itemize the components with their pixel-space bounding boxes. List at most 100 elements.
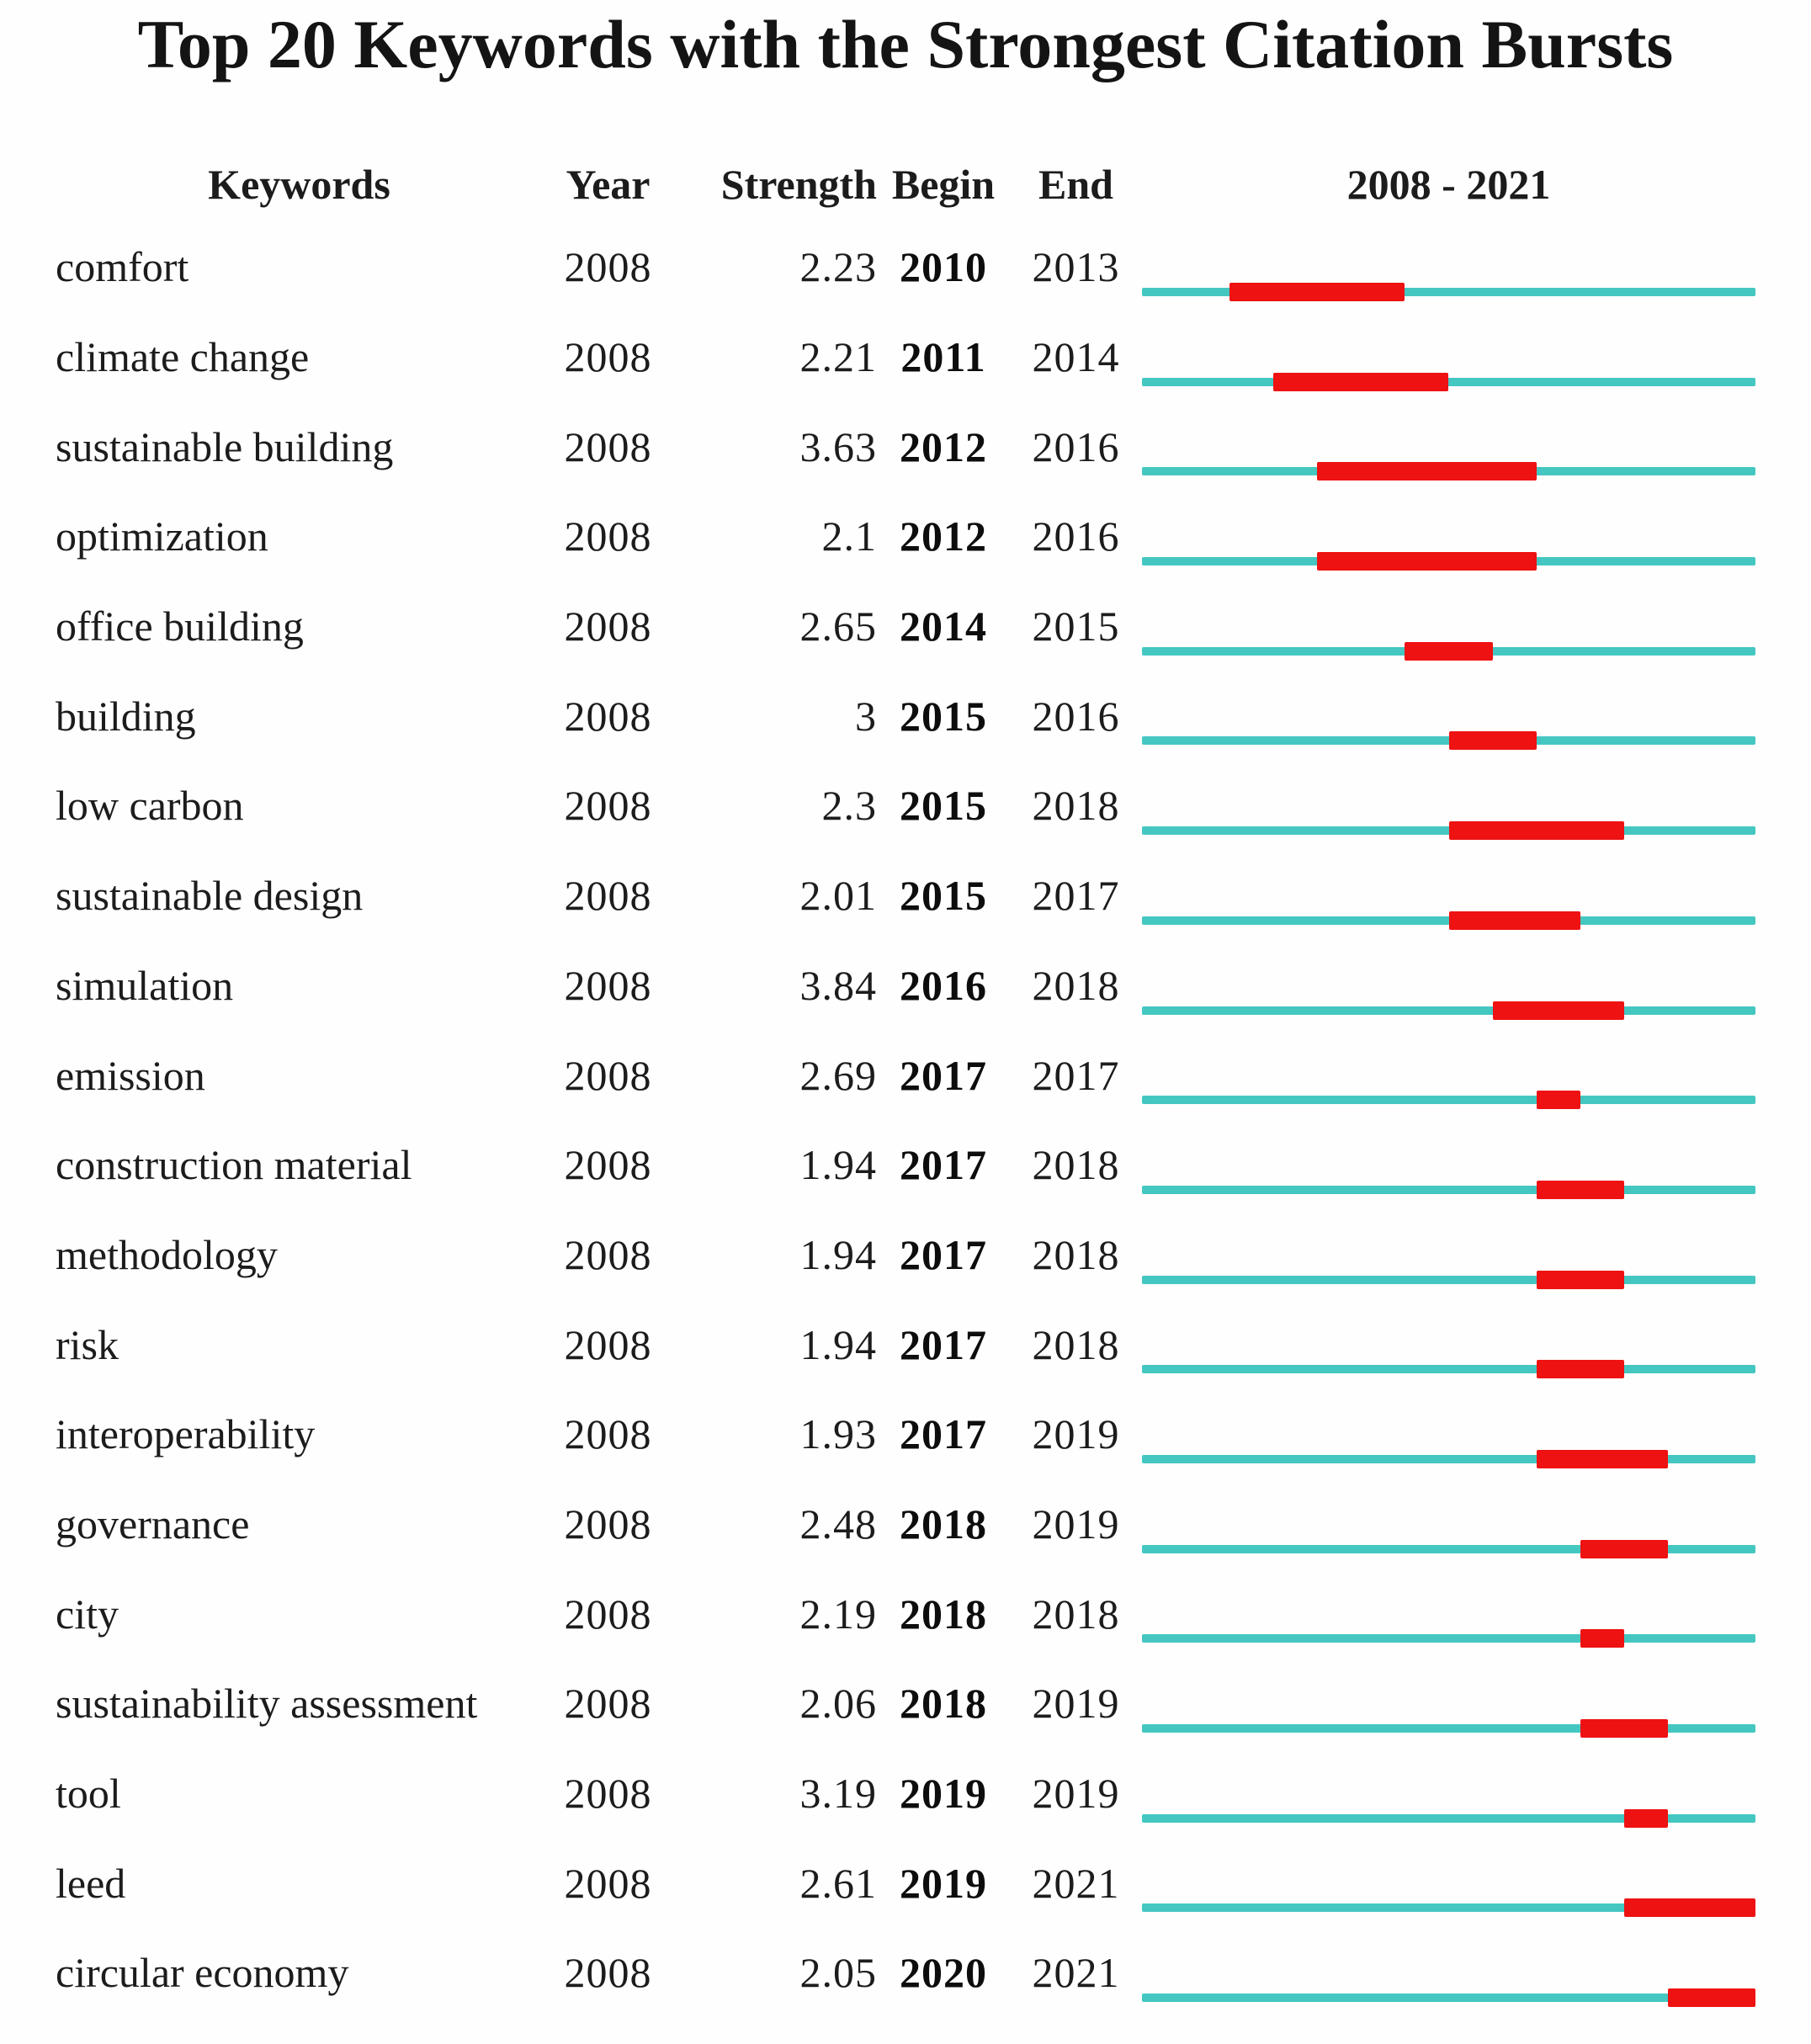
table-row: methodology 2008 1.94 2017 2018: [0, 1210, 1811, 1300]
keyword-label: building: [56, 692, 196, 740]
begin-value: 2010: [900, 243, 987, 291]
burst-timeline: [1142, 761, 1755, 851]
end-value: 2016: [1032, 512, 1120, 560]
burst-timeline: [1142, 1299, 1755, 1389]
burst-timeline: [1142, 1569, 1755, 1659]
timeline-track: [1142, 1275, 1755, 1284]
end-value: 2017: [1032, 1051, 1120, 1099]
column-header-strength: Strength: [720, 161, 877, 208]
table-row: city 2008 2.19 2018 2018: [0, 1569, 1811, 1659]
begin-value: 2020: [900, 1949, 987, 1997]
year-value: 2008: [564, 1410, 652, 1458]
end-value: 2019: [1032, 1680, 1120, 1728]
column-header-timeline-range: 2008 - 2021: [1346, 161, 1551, 208]
timeline-track: [1142, 1903, 1755, 1913]
burst-bar: [1536, 1270, 1624, 1289]
strength-value: 2.65: [799, 603, 877, 650]
end-value: 2021: [1032, 1859, 1120, 1907]
burst-timeline: [1142, 1030, 1755, 1120]
keyword-label: low carbon: [56, 782, 244, 830]
keyword-label: construction material: [56, 1141, 412, 1189]
year-value: 2008: [564, 1590, 652, 1638]
begin-value: 2011: [900, 333, 986, 381]
year-value: 2008: [564, 422, 652, 470]
strength-value: 2.19: [799, 1590, 877, 1638]
strength-value: 2.69: [799, 1051, 877, 1099]
begin-value: 2019: [900, 1770, 987, 1818]
table-row: climate change 2008 2.21 2011 2014: [0, 312, 1811, 402]
year-value: 2008: [564, 243, 652, 291]
strength-value: 2.61: [799, 1859, 877, 1907]
burst-bar: [1317, 552, 1537, 571]
strength-value: 2.1: [821, 512, 877, 560]
keyword-label: office building: [56, 603, 304, 650]
burst-bar: [1448, 731, 1537, 751]
year-value: 2008: [564, 1770, 652, 1818]
strength-value: 1.94: [799, 1141, 877, 1189]
burst-timeline: [1142, 1928, 1755, 2018]
burst-timeline: [1142, 1389, 1755, 1479]
burst-bar: [1536, 1360, 1624, 1379]
strength-value: 1.94: [799, 1320, 877, 1368]
end-value: 2019: [1032, 1500, 1120, 1548]
table-row: simulation 2008 3.84 2016 2018: [0, 941, 1811, 1031]
keyword-label: methodology: [56, 1230, 278, 1278]
burst-timeline: [1142, 312, 1755, 402]
burst-bar: [1317, 462, 1537, 481]
begin-value: 2017: [900, 1320, 987, 1368]
year-value: 2008: [564, 1500, 652, 1548]
begin-value: 2017: [900, 1141, 987, 1189]
burst-bar: [1273, 372, 1449, 391]
timeline-track: [1142, 1454, 1755, 1463]
burst-bar: [1580, 1629, 1624, 1648]
burst-timeline: [1142, 1479, 1755, 1569]
begin-value: 2019: [900, 1859, 987, 1907]
table-body: comfort 2008 2.23 2010 2013 climate change 200…: [0, 222, 1811, 2018]
timeline-track: [1142, 1813, 1755, 1823]
table-row: low carbon 2008 2.3 2015 2018: [0, 761, 1811, 851]
begin-value: 2014: [900, 603, 987, 650]
column-header-begin: Begin: [891, 161, 996, 208]
strength-value: 2.06: [799, 1680, 877, 1728]
keyword-label: circular economy: [56, 1949, 349, 1997]
strength-value: 2.3: [821, 782, 877, 830]
table-row: leed 2008 2.61 2019 2021: [0, 1838, 1811, 1928]
year-value: 2008: [564, 512, 652, 560]
year-value: 2008: [564, 1051, 652, 1099]
begin-value: 2018: [900, 1500, 987, 1548]
year-value: 2008: [564, 692, 652, 740]
burst-bar: [1667, 1988, 1755, 2008]
strength-value: 3.19: [799, 1770, 877, 1818]
end-value: 2018: [1032, 1141, 1120, 1189]
table-row: sustainable building 2008 3.63 2012 2016: [0, 401, 1811, 491]
strength-value: 1.94: [799, 1230, 877, 1278]
year-value: 2008: [564, 782, 652, 830]
burst-bar: [1492, 1001, 1624, 1020]
end-value: 2018: [1032, 1230, 1120, 1278]
keyword-label: simulation: [56, 961, 234, 1009]
burst-bar: [1536, 1091, 1580, 1110]
begin-value: 2015: [900, 872, 987, 920]
begin-value: 2012: [900, 422, 987, 470]
begin-value: 2016: [900, 961, 987, 1009]
end-value: 2021: [1032, 1949, 1120, 1997]
table-row: sustainability assessment 2008 2.06 2018 201…: [0, 1659, 1811, 1749]
burst-bar: [1405, 641, 1493, 661]
column-header-end: End: [1038, 161, 1113, 208]
table-row: optimization 2008 2.1 2012 2016: [0, 491, 1811, 581]
column-header-keywords: Keywords: [208, 161, 390, 208]
table-row: sustainable design 2008 2.01 2015 2017: [0, 851, 1811, 941]
burst-timeline: [1142, 581, 1755, 672]
year-value: 2008: [564, 333, 652, 381]
timeline-track: [1142, 1185, 1755, 1194]
burst-timeline: [1142, 671, 1755, 761]
end-value: 2019: [1032, 1770, 1120, 1818]
burst-bar: [1580, 1539, 1668, 1558]
year-value: 2008: [564, 1949, 652, 1997]
burst-timeline: [1142, 1838, 1755, 1928]
table-row: tool 2008 3.19 2019 2019: [0, 1749, 1811, 1839]
table-row: comfort 2008 2.23 2010 2013: [0, 222, 1811, 312]
begin-value: 2018: [900, 1590, 987, 1638]
year-value: 2008: [564, 1320, 652, 1368]
strength-value: 2.01: [799, 872, 877, 920]
